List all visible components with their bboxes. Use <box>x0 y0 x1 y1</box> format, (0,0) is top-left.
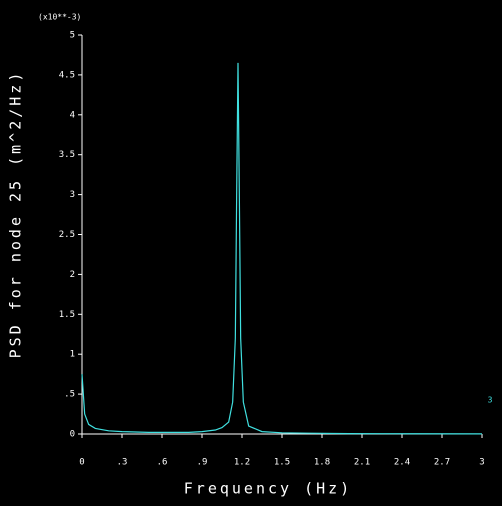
x-tick-label: 1.5 <box>274 458 290 468</box>
x-tick-label: .6 <box>157 458 168 468</box>
x-tick-label: 1.8 <box>314 458 330 468</box>
y-tick-label: 2.5 <box>59 230 75 240</box>
x-tick-label: 2.7 <box>434 458 450 468</box>
y-axis-label: PSD for node 25 (m^2/Hz) <box>7 70 25 359</box>
y-tick-label: 2 <box>70 270 75 280</box>
y-tick-label: 0 <box>70 430 75 440</box>
x-tick-label: .3 <box>117 458 128 468</box>
y-tick-label: 3.5 <box>59 150 75 160</box>
x-tick-label: 2.4 <box>394 458 410 468</box>
x-tick-label: .9 <box>197 458 208 468</box>
y-tick-label: 1.5 <box>59 310 75 320</box>
x-tick-label: 1.2 <box>234 458 250 468</box>
y-tick-label: 3 <box>70 190 75 200</box>
y-tick-label: 4 <box>70 110 75 120</box>
x-tick-label: 2.1 <box>354 458 370 468</box>
multiplier: (x10**-3) <box>38 13 81 22</box>
y-tick-label: 5 <box>70 31 75 41</box>
y-tick-label: 4.5 <box>59 70 75 80</box>
x-tick-label: 0 <box>79 458 84 468</box>
psd-line <box>81 62 483 435</box>
y-tick-label: .5 <box>64 390 75 400</box>
y-tick-label: 1 <box>70 350 75 360</box>
annotation: 3 <box>488 396 493 405</box>
x-tick-label: 3 <box>479 458 484 468</box>
x-axis-label: Frequency (Hz) <box>184 480 352 498</box>
